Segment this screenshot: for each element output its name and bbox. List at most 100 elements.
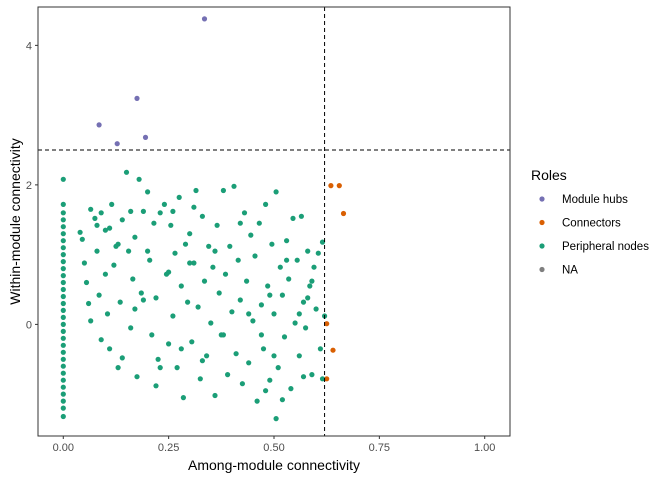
data-point-module-hubs [201, 16, 208, 22]
data-point-peripheral-nodes [60, 307, 66, 313]
data-point-peripheral-nodes [178, 283, 184, 289]
data-point-peripheral-nodes [258, 302, 264, 308]
legend-label-peripheral-nodes: Peripheral nodes [562, 241, 649, 253]
data-point-peripheral-nodes [193, 187, 199, 194]
data-point-peripheral-nodes [292, 320, 298, 326]
data-point-peripheral-nodes [145, 189, 151, 195]
data-point-peripheral-nodes [191, 204, 197, 210]
data-point-peripheral-nodes [300, 374, 307, 380]
data-point-peripheral-nodes [60, 300, 66, 307]
data-point-peripheral-nodes [102, 271, 108, 277]
data-point-peripheral-nodes [98, 210, 104, 216]
legend-items: Module hubs Connectors Peripheral nodes NA [539, 194, 649, 277]
data-point-peripheral-nodes [60, 356, 66, 362]
data-point-peripheral-nodes [225, 372, 231, 378]
data-point-peripheral-nodes [60, 224, 66, 230]
data-point-peripheral-nodes [60, 370, 66, 376]
data-point-peripheral-nodes [227, 243, 233, 249]
y-tick-label: 4 [26, 40, 32, 52]
data-point-peripheral-nodes [273, 416, 279, 422]
legend-title: Roles [531, 167, 567, 183]
data-point-peripheral-nodes [195, 304, 201, 310]
data-point-peripheral-nodes [229, 309, 235, 315]
data-point-peripheral-nodes [204, 353, 210, 359]
data-point-connectors [324, 321, 330, 327]
legend-key-na [539, 266, 545, 273]
data-point-peripheral-nodes [315, 250, 321, 256]
x-tick-label: 0.25 [158, 442, 179, 454]
data-point-peripheral-nodes [60, 210, 66, 216]
data-point-peripheral-nodes [153, 383, 159, 389]
data-point-peripheral-nodes [263, 201, 269, 207]
legend-label-module-hubs: Module hubs [562, 194, 628, 206]
data-point-peripheral-nodes [94, 248, 100, 254]
data-point-peripheral-nodes [79, 236, 85, 242]
data-point-peripheral-nodes [265, 283, 271, 289]
y-tick-label: 2 [26, 180, 32, 192]
data-point-peripheral-nodes [284, 238, 290, 244]
data-point-peripheral-nodes [239, 381, 245, 387]
data-point-peripheral-nodes [109, 201, 115, 207]
data-point-peripheral-nodes [168, 222, 174, 228]
data-point-peripheral-nodes [60, 259, 66, 265]
data-point-peripheral-nodes [290, 215, 296, 221]
data-point-peripheral-nodes [60, 384, 66, 390]
data-point-peripheral-nodes [317, 346, 323, 352]
data-point-peripheral-nodes [281, 334, 288, 340]
data-point-peripheral-nodes [298, 213, 304, 219]
data-point-peripheral-nodes [60, 286, 66, 293]
data-point-peripheral-nodes [60, 377, 66, 383]
legend-label-na: NA [562, 265, 578, 277]
data-point-peripheral-nodes [153, 295, 159, 301]
data-point-peripheral-nodes [286, 276, 292, 282]
data-point-peripheral-nodes [237, 220, 243, 226]
data-point-peripheral-nodes [271, 311, 277, 317]
data-point-module-hubs [134, 95, 140, 101]
axis-ticks: 0.00 0.25 0.50 0.75 1.00 0 2 4 [26, 40, 496, 454]
data-point-peripheral-nodes [60, 252, 66, 258]
data-point-peripheral-nodes [256, 220, 262, 226]
data-point-peripheral-nodes [115, 365, 121, 371]
data-point-peripheral-nodes [319, 376, 326, 382]
data-point-peripheral-nodes [180, 395, 186, 401]
data-point-peripheral-nodes [260, 346, 267, 352]
data-point-peripheral-nodes [300, 299, 307, 305]
data-point-peripheral-nodes [214, 222, 220, 228]
data-point-peripheral-nodes [273, 189, 279, 195]
data-point-peripheral-nodes [134, 374, 140, 380]
data-point-peripheral-nodes [136, 176, 142, 182]
data-point-peripheral-nodes [313, 306, 319, 312]
data-point-peripheral-nodes [140, 297, 146, 303]
data-point-peripheral-nodes [279, 397, 285, 403]
data-point-peripheral-nodes [60, 293, 66, 300]
data-point-peripheral-nodes [88, 318, 94, 324]
data-point-peripheral-nodes [208, 320, 214, 326]
x-tick-label: 0.00 [53, 442, 74, 454]
data-point-peripheral-nodes [311, 264, 317, 270]
y-axis-title: Within-module connectivity [7, 138, 23, 305]
data-point-peripheral-nodes [104, 311, 111, 317]
data-point-peripheral-nodes [166, 341, 172, 347]
data-point-peripheral-nodes [222, 271, 229, 277]
data-point-peripheral-nodes [263, 388, 269, 394]
data-point-peripheral-nodes [111, 262, 117, 268]
data-point-peripheral-nodes [212, 248, 218, 254]
data-point-peripheral-nodes [115, 241, 121, 247]
data-point-peripheral-nodes [77, 229, 83, 235]
x-axis-title: Among-module connectivity [188, 457, 360, 473]
data-point-peripheral-nodes [189, 339, 195, 345]
data-point-peripheral-nodes [174, 365, 180, 371]
data-point-peripheral-nodes [267, 292, 273, 298]
data-point-peripheral-nodes [250, 318, 256, 324]
data-point-peripheral-nodes [294, 257, 300, 263]
data-point-peripheral-nodes [60, 217, 66, 223]
data-point-peripheral-nodes [98, 337, 104, 343]
data-point-peripheral-nodes [60, 201, 66, 207]
data-point-peripheral-nodes [60, 349, 66, 355]
data-point-peripheral-nodes [60, 238, 66, 244]
legend-key-peripheral-nodes [539, 243, 545, 249]
data-point-peripheral-nodes [149, 332, 155, 338]
data-point-connectors [324, 376, 330, 382]
data-point-peripheral-nodes [237, 297, 243, 303]
